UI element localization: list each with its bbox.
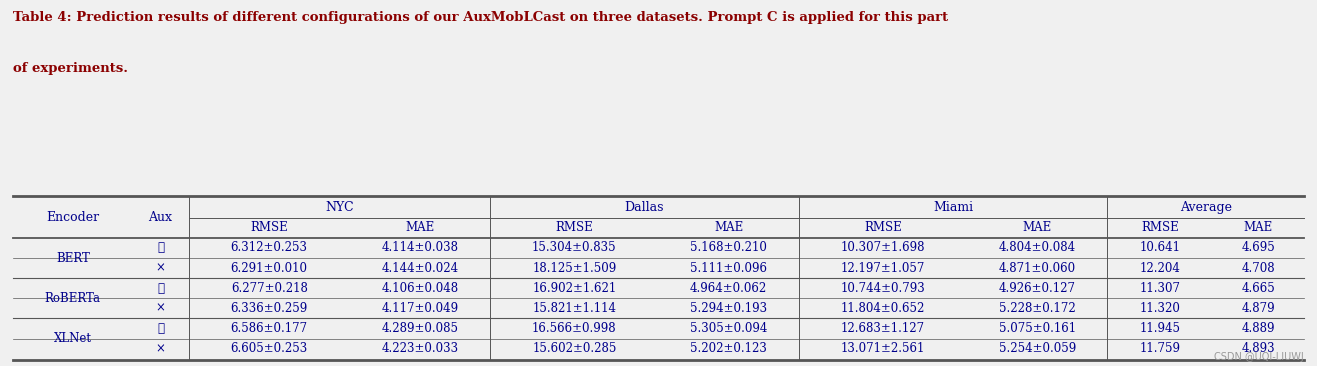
Text: 4.871±0.060: 4.871±0.060 <box>998 262 1076 274</box>
Text: 13.071±2.561: 13.071±2.561 <box>840 342 925 355</box>
Text: 11.307: 11.307 <box>1139 282 1180 295</box>
Text: MAE: MAE <box>1243 221 1272 234</box>
Text: 11.759: 11.759 <box>1139 342 1180 355</box>
Text: 12.204: 12.204 <box>1139 262 1180 274</box>
Text: RMSE: RMSE <box>864 221 902 234</box>
Text: 6.312±0.253: 6.312±0.253 <box>230 242 308 254</box>
Text: RMSE: RMSE <box>1141 221 1179 234</box>
Text: 4.708: 4.708 <box>1242 262 1275 274</box>
Text: XLNet: XLNet <box>54 332 92 345</box>
Text: 10.641: 10.641 <box>1139 242 1180 254</box>
Text: 10.307±1.698: 10.307±1.698 <box>840 242 926 254</box>
Text: 18.125±1.509: 18.125±1.509 <box>532 262 616 274</box>
Text: MAE: MAE <box>406 221 435 234</box>
Text: MAE: MAE <box>714 221 743 234</box>
Text: 4.114±0.038: 4.114±0.038 <box>382 242 458 254</box>
Text: 4.889: 4.889 <box>1242 322 1275 335</box>
Text: Aux: Aux <box>149 211 173 224</box>
Text: 10.744±0.793: 10.744±0.793 <box>840 282 926 295</box>
Text: ×: × <box>155 262 166 274</box>
Text: RoBERTa: RoBERTa <box>45 292 101 305</box>
Text: Miami: Miami <box>932 201 973 214</box>
Text: BERT: BERT <box>55 251 90 265</box>
Text: 5.202±0.123: 5.202±0.123 <box>690 342 766 355</box>
Text: Dallas: Dallas <box>624 201 664 214</box>
Text: 12.197±1.057: 12.197±1.057 <box>840 262 925 274</box>
Text: Encoder: Encoder <box>46 211 99 224</box>
Text: of experiments.: of experiments. <box>13 62 128 75</box>
Text: 4.117±0.049: 4.117±0.049 <box>382 302 458 315</box>
Text: 5.254±0.059: 5.254±0.059 <box>998 342 1076 355</box>
Text: ✓: ✓ <box>157 282 165 295</box>
Text: 4.223±0.033: 4.223±0.033 <box>382 342 458 355</box>
Text: NYC: NYC <box>325 201 354 214</box>
Text: 4.695: 4.695 <box>1242 242 1275 254</box>
Text: MAE: MAE <box>1023 221 1052 234</box>
Text: 5.305±0.094: 5.305±0.094 <box>690 322 768 335</box>
Text: 4.926±0.127: 4.926±0.127 <box>998 282 1076 295</box>
Text: 4.893: 4.893 <box>1242 342 1275 355</box>
Text: 12.683±1.127: 12.683±1.127 <box>840 322 925 335</box>
Text: 15.602±0.285: 15.602±0.285 <box>532 342 616 355</box>
Text: 5.228±0.172: 5.228±0.172 <box>998 302 1076 315</box>
Text: 4.665: 4.665 <box>1242 282 1275 295</box>
Text: 16.566±0.998: 16.566±0.998 <box>532 322 616 335</box>
Text: 15.304±0.835: 15.304±0.835 <box>532 242 616 254</box>
Text: Table 4: Prediction results of different configurations of our AuxMobLCast on th: Table 4: Prediction results of different… <box>13 11 948 24</box>
Text: 5.111±0.096: 5.111±0.096 <box>690 262 766 274</box>
Text: RMSE: RMSE <box>556 221 593 234</box>
Text: 4.879: 4.879 <box>1242 302 1275 315</box>
Text: ×: × <box>155 342 166 355</box>
Text: CSDN @UQI-LIUWJ: CSDN @UQI-LIUWJ <box>1214 352 1304 362</box>
Text: 11.804±0.652: 11.804±0.652 <box>840 302 925 315</box>
Text: 6.605±0.253: 6.605±0.253 <box>230 342 308 355</box>
Text: 4.804±0.084: 4.804±0.084 <box>998 242 1076 254</box>
Text: Average: Average <box>1180 201 1231 214</box>
Text: 6.277±0.218: 6.277±0.218 <box>230 282 308 295</box>
Text: 4.144±0.024: 4.144±0.024 <box>382 262 458 274</box>
Text: RMSE: RMSE <box>250 221 288 234</box>
Text: 6.586±0.177: 6.586±0.177 <box>230 322 308 335</box>
Text: 11.945: 11.945 <box>1139 322 1180 335</box>
Text: 5.075±0.161: 5.075±0.161 <box>998 322 1076 335</box>
Text: 16.902±1.621: 16.902±1.621 <box>532 282 616 295</box>
Text: ×: × <box>155 302 166 315</box>
Text: 6.336±0.259: 6.336±0.259 <box>230 302 308 315</box>
Text: 4.964±0.062: 4.964±0.062 <box>690 282 768 295</box>
Text: 11.320: 11.320 <box>1139 302 1180 315</box>
Text: 6.291±0.010: 6.291±0.010 <box>230 262 308 274</box>
Text: 5.294±0.193: 5.294±0.193 <box>690 302 768 315</box>
Text: ✓: ✓ <box>157 242 165 254</box>
Text: 4.106±0.048: 4.106±0.048 <box>382 282 458 295</box>
Text: ✓: ✓ <box>157 322 165 335</box>
Text: 15.821±1.114: 15.821±1.114 <box>532 302 616 315</box>
Text: 4.289±0.085: 4.289±0.085 <box>382 322 458 335</box>
Text: 5.168±0.210: 5.168±0.210 <box>690 242 766 254</box>
